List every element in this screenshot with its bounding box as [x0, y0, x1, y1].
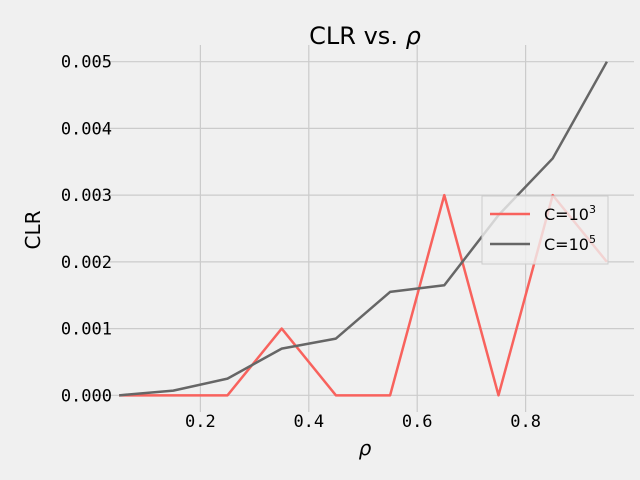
title-rho-symbol: ρ: [406, 22, 421, 50]
tick-labels: 0.2 0.4 0.6 0.8 0.000 0.001 0.002 0.003 0.004 0.0…: [61, 53, 541, 432]
y-tick-label: 0.003: [61, 186, 112, 206]
legend-label-c100000: C=105: [544, 233, 596, 254]
y-tick-label: 0.005: [61, 53, 112, 73]
x-tick-label: 0.2: [185, 412, 216, 432]
series-line-c1000: [119, 193, 608, 397]
x-tick-label: 0.6: [402, 412, 433, 432]
legend-label-c1000: C=103: [544, 203, 596, 224]
y-tick-label: 0.001: [61, 320, 112, 340]
y-tick-label: 0.000: [61, 386, 112, 406]
series-lines: [118, 61, 608, 397]
y-axis-label: CLR: [21, 210, 45, 249]
x-tick-label: 0.4: [293, 412, 324, 432]
y-tick-label: 0.004: [61, 119, 112, 139]
x-tick-label: 0.8: [510, 412, 541, 432]
chart-title: CLR vs. ρ: [309, 22, 421, 50]
legend-frame: [481, 195, 609, 265]
x-axis-label: ρ: [359, 436, 372, 460]
series-line-c100000: [118, 61, 608, 397]
legend: C=103 C=105: [481, 195, 609, 265]
y-tick-label: 0.002: [61, 253, 112, 273]
